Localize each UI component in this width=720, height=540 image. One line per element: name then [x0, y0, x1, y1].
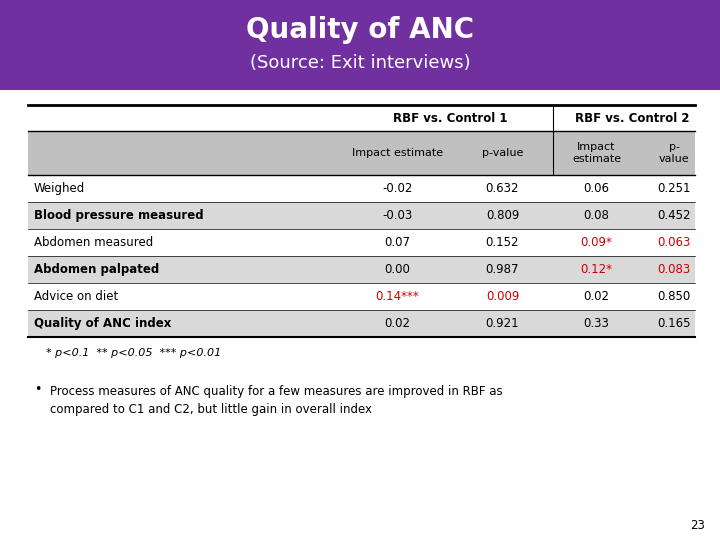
- Text: 0.063: 0.063: [657, 236, 690, 249]
- Text: Quality of ANC: Quality of ANC: [246, 16, 474, 44]
- Text: Abdomen palpated: Abdomen palpated: [34, 263, 159, 276]
- Text: Blood pressure measured: Blood pressure measured: [34, 209, 204, 222]
- Text: 0.12*: 0.12*: [580, 263, 613, 276]
- Text: 0.632: 0.632: [486, 182, 519, 195]
- Text: Impact estimate: Impact estimate: [352, 148, 443, 158]
- Text: p-value: p-value: [482, 148, 523, 158]
- Text: 0.809: 0.809: [486, 209, 519, 222]
- Text: 0.09*: 0.09*: [580, 236, 613, 249]
- FancyBboxPatch shape: [28, 310, 695, 337]
- Text: 0.987: 0.987: [486, 263, 519, 276]
- Text: RBF vs. Control 1: RBF vs. Control 1: [392, 111, 508, 125]
- Text: 0.06: 0.06: [583, 182, 610, 195]
- Text: Weighed: Weighed: [34, 182, 85, 195]
- Text: (Source: Exit interviews): (Source: Exit interviews): [250, 54, 470, 72]
- FancyBboxPatch shape: [28, 131, 695, 175]
- FancyBboxPatch shape: [0, 0, 720, 90]
- FancyBboxPatch shape: [28, 283, 695, 310]
- Text: 0.850: 0.850: [657, 290, 690, 303]
- Text: Abdomen measured: Abdomen measured: [34, 236, 153, 249]
- Text: 0.14***: 0.14***: [376, 290, 419, 303]
- Text: * p<0.1  ** p<0.05  *** p<0.01: * p<0.1 ** p<0.05 *** p<0.01: [46, 348, 221, 358]
- Text: 23: 23: [690, 519, 705, 532]
- FancyBboxPatch shape: [28, 175, 695, 202]
- FancyBboxPatch shape: [28, 202, 695, 229]
- Text: p-
value: p- value: [659, 142, 689, 164]
- Text: 0.152: 0.152: [486, 236, 519, 249]
- Text: 0.02: 0.02: [384, 317, 410, 330]
- Text: -0.02: -0.02: [382, 182, 413, 195]
- Text: 0.02: 0.02: [583, 290, 610, 303]
- Text: -0.03: -0.03: [382, 209, 413, 222]
- Text: 0.452: 0.452: [657, 209, 690, 222]
- Text: 0.00: 0.00: [384, 263, 410, 276]
- Text: 0.921: 0.921: [486, 317, 519, 330]
- Text: 0.083: 0.083: [657, 263, 690, 276]
- Text: 0.33: 0.33: [584, 317, 609, 330]
- Text: 0.07: 0.07: [384, 236, 410, 249]
- Text: Process measures of ANC quality for a few measures are improved in RBF as
compar: Process measures of ANC quality for a fe…: [50, 385, 503, 416]
- Text: •: •: [34, 383, 41, 396]
- FancyBboxPatch shape: [28, 229, 695, 256]
- Text: 0.009: 0.009: [486, 290, 519, 303]
- FancyBboxPatch shape: [28, 256, 695, 283]
- Text: Impact
estimate: Impact estimate: [572, 142, 621, 164]
- Text: RBF vs. Control 2: RBF vs. Control 2: [575, 111, 690, 125]
- Text: 0.08: 0.08: [584, 209, 609, 222]
- Text: 0.251: 0.251: [657, 182, 690, 195]
- Text: Advice on diet: Advice on diet: [34, 290, 118, 303]
- Text: Quality of ANC index: Quality of ANC index: [34, 317, 171, 330]
- Text: 0.165: 0.165: [657, 317, 690, 330]
